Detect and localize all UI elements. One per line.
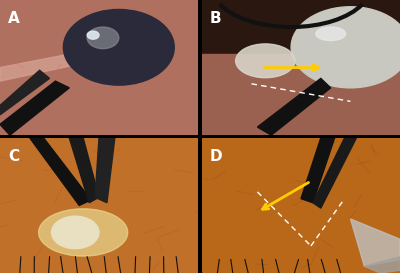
Polygon shape: [0, 51, 83, 81]
Text: A: A: [8, 11, 20, 26]
Ellipse shape: [236, 44, 295, 78]
Polygon shape: [313, 138, 356, 208]
Polygon shape: [69, 138, 99, 203]
Polygon shape: [0, 0, 198, 135]
Text: D: D: [210, 149, 222, 164]
Polygon shape: [258, 78, 331, 135]
Ellipse shape: [316, 27, 346, 41]
Polygon shape: [0, 138, 198, 273]
Polygon shape: [202, 54, 400, 135]
Polygon shape: [364, 257, 400, 273]
Polygon shape: [0, 81, 69, 135]
Polygon shape: [202, 138, 400, 273]
Polygon shape: [202, 0, 400, 135]
Polygon shape: [301, 138, 335, 203]
Polygon shape: [350, 219, 400, 266]
Text: C: C: [8, 149, 19, 164]
Polygon shape: [0, 70, 50, 115]
Circle shape: [291, 7, 400, 88]
Ellipse shape: [39, 209, 128, 256]
Polygon shape: [95, 138, 115, 203]
Circle shape: [87, 27, 119, 49]
Circle shape: [52, 216, 99, 249]
Circle shape: [63, 10, 174, 85]
Text: B: B: [210, 11, 222, 26]
Circle shape: [87, 31, 99, 39]
Polygon shape: [30, 138, 91, 205]
